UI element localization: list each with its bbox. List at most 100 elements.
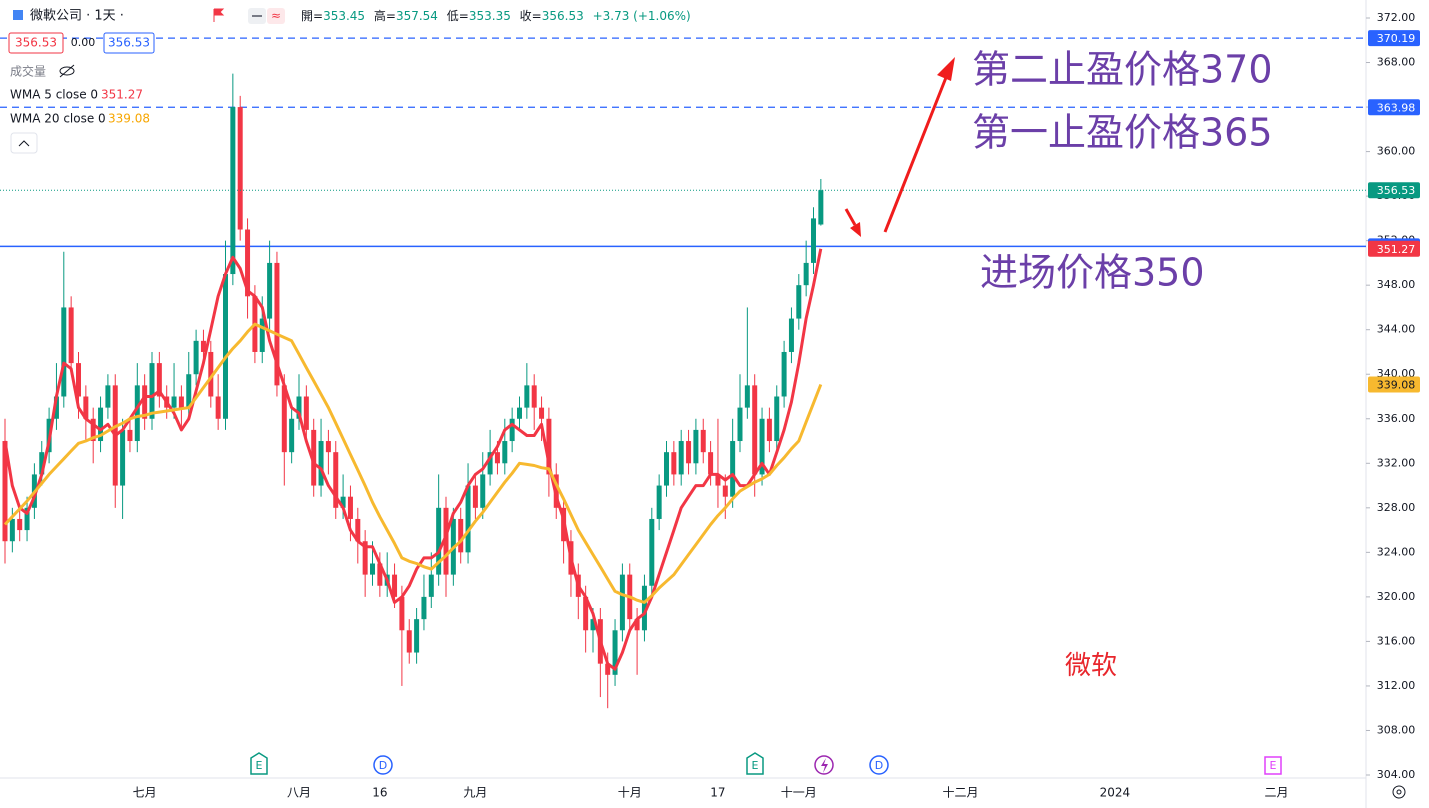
volume-label: 成交量 [10, 64, 46, 79]
sell-box[interactable] [8, 32, 64, 54]
price-label: 339.08 [1377, 378, 1416, 391]
y-tick-label: 316.00 [1377, 634, 1416, 647]
candle-body [105, 385, 111, 408]
candle-body [517, 407, 522, 419]
y-tick-label: 348.00 [1377, 278, 1416, 291]
event-label: E [1270, 759, 1277, 772]
candle-body [362, 541, 368, 575]
event-marker[interactable]: D [373, 755, 393, 775]
event-label: E [752, 759, 759, 772]
candle-body [237, 107, 243, 230]
candle-body [414, 619, 420, 653]
candle-body [583, 596, 589, 631]
buy-box[interactable] [103, 32, 155, 54]
candle-body [267, 262, 273, 319]
collapse-button[interactable] [10, 132, 38, 154]
candle-body [752, 385, 758, 475]
candle-body [619, 574, 625, 631]
y-tick-label: 312.00 [1377, 679, 1416, 692]
indicator-line [3, 248, 823, 671]
candle-body [722, 485, 728, 497]
price-label: 363.98 [1377, 101, 1416, 114]
candle-body [289, 418, 295, 453]
settings-icon[interactable] [1392, 785, 1406, 799]
event-label: D [875, 759, 883, 772]
candle-body [737, 407, 743, 442]
candle-body [641, 585, 647, 631]
candle-body [524, 385, 530, 408]
candle-body [53, 396, 59, 419]
hide-icon[interactable] [59, 64, 75, 78]
flag-icon [213, 8, 225, 22]
button[interactable] [267, 8, 285, 24]
y-tick-label: 320.00 [1377, 590, 1416, 603]
symbol-logo [13, 10, 23, 20]
annotation: 第一止盈价格365 [972, 111, 1273, 155]
candle-body [649, 518, 655, 586]
sell-price: 356.53 [15, 36, 57, 50]
y-tick-label: 372.00 [1377, 11, 1416, 24]
candle-body [142, 385, 148, 419]
candle-body [781, 351, 787, 397]
candle-body [325, 441, 331, 453]
candle-body [759, 418, 765, 475]
candle-body [377, 563, 383, 586]
price-label-box [1368, 30, 1420, 47]
candle-body [39, 452, 45, 475]
candle-body [370, 563, 375, 575]
event-marker[interactable]: E [1264, 756, 1282, 775]
candle-body [811, 218, 816, 263]
candle-body [509, 418, 515, 442]
candle-body [156, 363, 162, 397]
candle-body [2, 441, 8, 542]
low-value: 353.35 [469, 9, 511, 23]
wma5-value: 351.27 [101, 88, 143, 102]
y-tick-label: 332.00 [1377, 456, 1416, 469]
candle-body [303, 396, 309, 430]
event-marker[interactable]: E [746, 752, 764, 775]
candle-body [796, 285, 802, 319]
event-marker[interactable]: E [250, 752, 268, 775]
candle-body [686, 441, 692, 464]
candle-body [215, 396, 221, 419]
candle-body [68, 307, 74, 364]
candle-body [392, 574, 398, 597]
candle-body [480, 474, 486, 508]
x-tick-label: 17 [710, 786, 725, 800]
price-label-box [1368, 376, 1420, 393]
candle-body [406, 630, 412, 653]
candle-body [171, 396, 177, 408]
symbol-title: 微軟公司 · 1天 · [30, 8, 124, 24]
event-label: E [256, 759, 263, 772]
candle-body [774, 396, 780, 442]
open-label: 開= [301, 9, 323, 23]
x-tick-label: 2024 [1100, 786, 1131, 800]
x-tick-label: 十一月 [781, 786, 817, 800]
candle-body [355, 518, 361, 542]
candle-body [17, 518, 23, 531]
candle-body [766, 418, 772, 442]
candle-body [494, 452, 500, 464]
x-tick-label: 九月 [463, 786, 487, 800]
wma20-value: 339.08 [108, 112, 150, 126]
annotation: 微软 [1065, 651, 1117, 681]
candle-body [333, 452, 339, 508]
indicator-line [3, 322, 823, 604]
annotation: 进场价格350 [980, 251, 1205, 295]
event-marker[interactable]: D [869, 755, 889, 775]
candle-body [700, 429, 706, 453]
spread: 0.00 [71, 36, 96, 49]
candle-body [223, 274, 228, 419]
button-icon: ≈ [271, 9, 281, 23]
price-label: 351.27 [1377, 243, 1416, 256]
candle-body [671, 452, 677, 475]
buy-price: 356.53 [108, 36, 150, 50]
candle-body [605, 663, 611, 675]
y-tick-label: 304.00 [1377, 768, 1416, 781]
candle-body [61, 307, 67, 397]
candle-body [458, 518, 464, 553]
candle-body [708, 452, 714, 475]
event-marker[interactable] [814, 755, 834, 775]
candle-body [24, 507, 30, 531]
candle-body [612, 630, 618, 675]
